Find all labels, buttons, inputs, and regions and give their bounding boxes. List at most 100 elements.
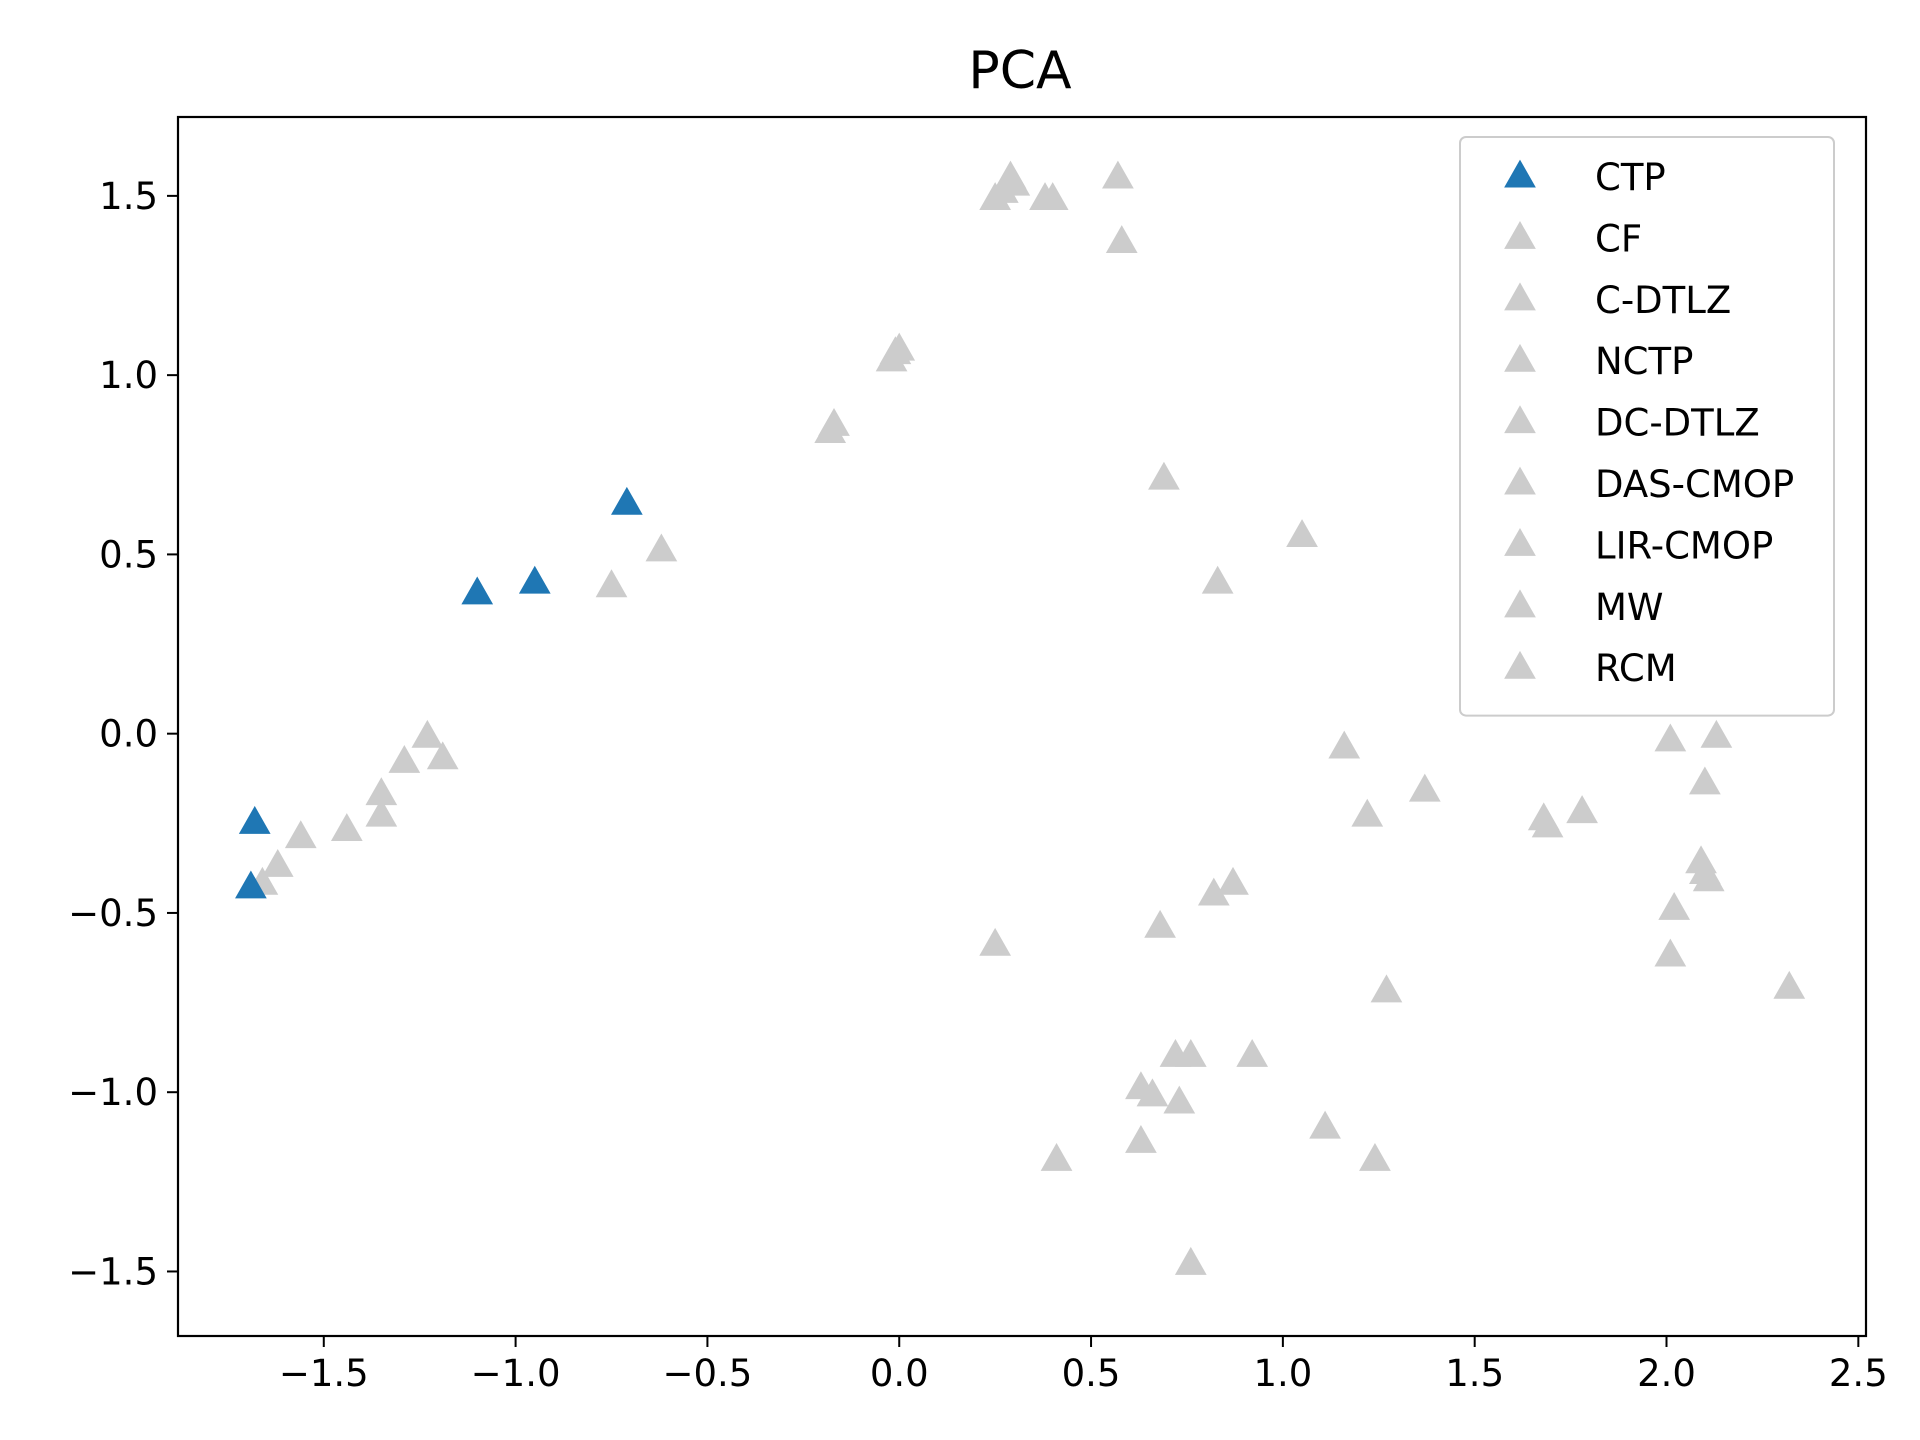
legend-label: DAS-CMOP	[1595, 463, 1794, 506]
y-tick-label: −1.0	[68, 1071, 158, 1114]
legend: CTP CF C-DTLZ NCTP DC-DTLZ DAS-CMOP LIR-CMOP MW…	[1459, 136, 1835, 717]
data-point	[365, 798, 398, 827]
legend-box	[1459, 136, 1835, 717]
data-point	[1531, 809, 1564, 838]
data-point	[1654, 938, 1687, 967]
data-point	[1773, 970, 1806, 999]
legend-item: CF	[1504, 217, 1642, 260]
x-tick-label: 2.0	[1637, 1352, 1696, 1395]
y-tick-label: 1.5	[99, 175, 158, 218]
y-tick-label: 0.5	[99, 533, 158, 576]
series-mw	[1040, 845, 1806, 1275]
data-point	[1148, 461, 1180, 490]
data-point	[235, 870, 267, 899]
y-axis-ticks: −1.5 −1.0 −0.5 0.0 0.5 1.0 1.5	[68, 175, 178, 1293]
data-point	[979, 927, 1012, 956]
data-point	[1359, 1142, 1391, 1171]
y-tick-label: 0.0	[99, 713, 158, 756]
x-tick-label: 0.0	[870, 1352, 929, 1395]
series-nctp	[998, 160, 1138, 254]
data-point	[1136, 1078, 1169, 1107]
data-point	[426, 741, 459, 770]
data-point	[388, 744, 421, 773]
data-point	[1654, 723, 1687, 752]
legend-marker	[1504, 466, 1536, 495]
legend-label: RCM	[1595, 647, 1677, 690]
legend-marker	[1504, 221, 1536, 249]
y-tick-label: −1.5	[68, 1250, 158, 1293]
legend-label: C-DTLZ	[1595, 279, 1731, 322]
series-dc-dtlz	[1148, 461, 1318, 594]
data-point	[998, 167, 1031, 196]
legend-item: MW	[1504, 586, 1664, 629]
data-point	[284, 820, 317, 849]
x-tick-label: −1.0	[471, 1352, 561, 1395]
x-tick-label: −0.5	[662, 1352, 752, 1395]
data-point	[1658, 891, 1691, 920]
plot-area	[176, 115, 1868, 1338]
legend-label: CF	[1595, 217, 1642, 260]
data-point	[238, 805, 271, 834]
data-point	[1328, 730, 1361, 759]
data-point	[411, 719, 444, 748]
legend-marker	[1504, 405, 1536, 434]
chart-title: PCA	[968, 41, 1072, 101]
data-point	[1408, 773, 1441, 802]
data-point	[1163, 1085, 1196, 1114]
data-point	[1700, 719, 1733, 748]
data-point	[1286, 519, 1318, 548]
data-point	[461, 576, 494, 605]
data-point	[818, 407, 850, 436]
legend-item: LIR-CMOP	[1504, 524, 1773, 567]
x-tick-label: 0.5	[1062, 1352, 1121, 1395]
x-axis-ticks: −1.5 −1.0 −0.5 0.0 0.5 1.0 1.5 2.0 2.5	[279, 1336, 1888, 1395]
data-point	[1102, 160, 1134, 189]
legend-item: NCTP	[1504, 340, 1693, 383]
x-tick-label: −1.5	[279, 1352, 369, 1395]
data-point	[1692, 863, 1725, 892]
legend-item: DAS-CMOP	[1504, 463, 1794, 506]
legend-label: LIR-CMOP	[1595, 524, 1773, 567]
legend-marker	[1504, 282, 1536, 311]
legend-marker	[1504, 650, 1536, 679]
legend-label: NCTP	[1595, 340, 1693, 383]
data-point	[1174, 1038, 1207, 1067]
data-point	[1105, 225, 1138, 254]
legend-marker	[1504, 528, 1536, 556]
legend-marker	[1504, 589, 1536, 618]
series-ctp	[235, 486, 643, 899]
data-point	[595, 569, 628, 598]
x-tick-label: 1.0	[1253, 1352, 1312, 1395]
data-point	[645, 533, 678, 562]
plot-frame	[176, 115, 1868, 1338]
data-point	[1144, 909, 1176, 938]
legend-item: RCM	[1504, 647, 1677, 690]
series-cf	[246, 533, 678, 895]
legend-item: C-DTLZ	[1504, 279, 1731, 322]
data-point	[1040, 1142, 1073, 1171]
data-point	[1566, 795, 1598, 824]
data-point	[1036, 182, 1069, 210]
data-point	[610, 486, 643, 515]
data-point	[1217, 866, 1249, 895]
data-point	[518, 565, 551, 594]
data-point	[1689, 766, 1721, 795]
data-point	[1351, 798, 1384, 827]
data-point	[1125, 1125, 1157, 1153]
legend-item: DC-DTLZ	[1504, 402, 1760, 445]
data-point	[1309, 1110, 1341, 1139]
data-point	[1370, 974, 1403, 1003]
data-point	[1201, 565, 1234, 594]
legend-label: DC-DTLZ	[1595, 402, 1760, 445]
data-point	[330, 813, 363, 842]
data-point	[883, 332, 916, 361]
data-point	[1174, 1246, 1207, 1275]
legend-marker	[1504, 343, 1536, 372]
y-tick-label: −0.5	[68, 892, 158, 935]
legend-label: CTP	[1595, 156, 1666, 199]
legend-marker	[1504, 159, 1536, 188]
series-c-dtlz	[814, 160, 1069, 444]
legend-item: CTP	[1504, 156, 1666, 199]
series-das-cmop	[979, 719, 1733, 956]
